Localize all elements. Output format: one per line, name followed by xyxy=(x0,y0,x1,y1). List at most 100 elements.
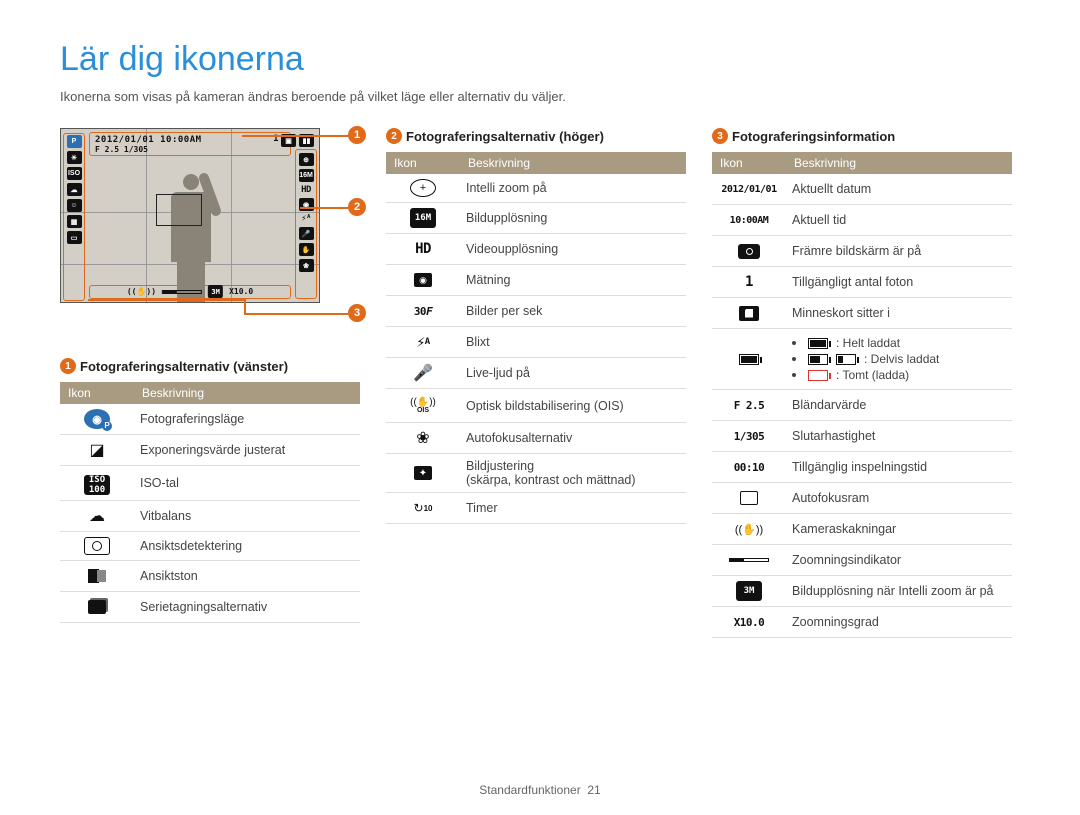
table-row: Främre bildskärm är på xyxy=(712,236,1012,267)
text-value-icon: 1/305 xyxy=(734,426,765,446)
macro-mini-icon: ❀ xyxy=(299,259,314,272)
time-icon: 10:00AM xyxy=(730,210,769,230)
desc-cell: Ansiktsdetektering xyxy=(134,532,360,561)
icon-cell: 1/305 xyxy=(712,421,786,452)
video-resolution-icon: HD xyxy=(410,239,436,259)
ev-mini-icon: ☀ xyxy=(67,151,82,164)
zoom-text-mini: X10.0 xyxy=(229,287,253,296)
table-row: ⚡ABlixt xyxy=(386,327,686,358)
table-row: Ansiktston xyxy=(60,561,360,592)
th-desc: Beskrivning xyxy=(786,152,1012,174)
section-3-number: 3 xyxy=(712,128,728,144)
table-info: Ikon Beskrivning 2012/01/01Aktuellt datu… xyxy=(712,152,1012,638)
desc-cell: Live-ljud på xyxy=(460,358,686,389)
desc-cell: Fotograferingsläge xyxy=(134,404,360,435)
table-row: 10:00AMAktuell tid xyxy=(712,205,1012,236)
section-2-number: 2 xyxy=(386,128,402,144)
table-left: Ikon Beskrivning ◉PFotograferingsläge◪Ex… xyxy=(60,382,360,623)
desc-cell: Timer xyxy=(460,493,686,524)
mic-mini-icon: 🎤 xyxy=(299,227,314,240)
table-right: Ikon Beskrivning +Intelli zoom på16MBild… xyxy=(386,152,686,524)
section-right-title: 2 Fotograferingsalternativ (höger) xyxy=(386,128,686,144)
memory-card-icon xyxy=(736,303,762,323)
desc-cell: Optisk bildstabilisering (OIS) xyxy=(460,389,686,423)
table-row: Ansiktsdetektering xyxy=(60,532,360,561)
icon-cell: 3M xyxy=(712,576,786,607)
zoom-indicator-icon xyxy=(729,550,769,570)
af-frame-icon xyxy=(736,488,762,508)
desc-cell: Videoupplösning xyxy=(460,234,686,265)
table-row: 30F Bilder per sek xyxy=(386,296,686,327)
desc-cell: Bilder per sek xyxy=(460,296,686,327)
desc-cell: Bildupplösning xyxy=(460,203,686,234)
desc-cell: Intelli zoom på xyxy=(460,174,686,203)
table-row: ❀Autofokusalternativ xyxy=(386,423,686,454)
flash-mini-icon: ⚡ᴬ xyxy=(301,214,311,224)
izoom-mini-icon: ⊕ xyxy=(299,153,314,166)
icon-cell xyxy=(712,329,786,390)
th-icon: Ikon xyxy=(60,382,134,404)
th-desc: Beskrivning xyxy=(460,152,686,174)
desc-cell: Kameraskakningar xyxy=(786,514,1012,545)
microphone-icon: 🎤 xyxy=(410,363,436,383)
icon-cell: ❀ xyxy=(386,423,460,454)
icon-cell: HD xyxy=(386,234,460,265)
desc-cell: Exponeringsvärde justerat xyxy=(134,435,360,466)
image-adjust-icon: ✦ xyxy=(410,463,436,483)
wb-mini-icon: ☁ xyxy=(67,183,82,196)
desc-cell: Tillgänglig inspelningstid xyxy=(786,452,1012,483)
icon-cell: + xyxy=(386,174,460,203)
shake-mini-icon: ((✋)) xyxy=(127,287,156,296)
icon-cell: 30F xyxy=(386,296,460,327)
drive-mode-icon xyxy=(84,597,110,617)
table-row: ISO100ISO-tal xyxy=(60,466,360,501)
icon-cell: ((✋)) xyxy=(712,514,786,545)
table-row: +Intelli zoom på xyxy=(386,174,686,203)
icon-cell: 10:00AM xyxy=(712,205,786,236)
res-mini-icon: 16M xyxy=(299,169,314,182)
flash-icon: ⚡A xyxy=(410,332,436,352)
section-1-label: Fotograferingsalternativ (vänster) xyxy=(80,359,288,374)
intelli-zoom-res-icon: 3M xyxy=(736,581,762,601)
mode-mini-icon: P xyxy=(67,135,82,148)
date-icon: 2012/01/01 xyxy=(721,179,776,199)
icon-cell xyxy=(712,545,786,576)
table-row: F 2.5Bländarvärde xyxy=(712,390,1012,421)
table-row: 🎤 Live-ljud på xyxy=(386,358,686,389)
desc-cell: Bildupplösning när Intelli zoom är på xyxy=(786,576,1012,607)
section-2-label: Fotograferingsalternativ (höger) xyxy=(406,129,604,144)
icon-cell xyxy=(60,561,134,592)
table-row: ✦Bildjustering(skärpa, kontrast och mätt… xyxy=(386,454,686,493)
icon-cell: 16M xyxy=(386,203,460,234)
table-row: ((✋)) Kameraskakningar xyxy=(712,514,1012,545)
res3m-mini-icon: 3M xyxy=(208,285,223,298)
table-row: ↻10Timer xyxy=(386,493,686,524)
table-row: 2012/01/01Aktuellt datum xyxy=(712,174,1012,205)
mode-icon: ◉P xyxy=(84,409,110,429)
icon-cell: ◪ xyxy=(60,435,134,466)
iso-mini-icon: ISO xyxy=(67,167,82,180)
icon-cell: ((✋))OIS xyxy=(386,389,460,423)
fps-icon: 30F xyxy=(410,301,436,321)
desc-cell: Zoomningsindikator xyxy=(786,545,1012,576)
th-icon: Ikon xyxy=(386,152,460,174)
table-row: Autofokusram xyxy=(712,483,1012,514)
table-row: 00:10 Tillgänglig inspelningstid xyxy=(712,452,1012,483)
section-3-label: Fotograferingsinformation xyxy=(732,129,895,144)
hd-mini-icon: HD xyxy=(301,185,311,195)
desc-cell: ISO-tal xyxy=(134,466,360,501)
text-value-icon: 00:10 xyxy=(734,457,765,477)
intro-text: Ikonerna som visas på kameran ändras ber… xyxy=(60,89,1020,104)
focus-frame-icon xyxy=(156,194,202,226)
table-row: : Helt laddat : Delvis laddat: Tomt (lad… xyxy=(712,329,1012,390)
camera-screen-illustration: 2012/01/01 10:00AM F 2.5 1/305 1 ▣ ▮▮ P … xyxy=(60,128,340,328)
exposure-icon: ◪ xyxy=(84,440,110,460)
camera-shake-icon: ((✋)) xyxy=(735,519,763,539)
icon-cell: ◉P xyxy=(60,404,134,435)
icon-cell: 1 xyxy=(712,267,786,298)
th-icon: Ikon xyxy=(712,152,786,174)
table-row: 1/305Slutarhastighet xyxy=(712,421,1012,452)
battery-icon xyxy=(736,349,762,369)
face-mini-icon: ☺ xyxy=(67,199,82,212)
front-display-icon xyxy=(736,241,762,261)
